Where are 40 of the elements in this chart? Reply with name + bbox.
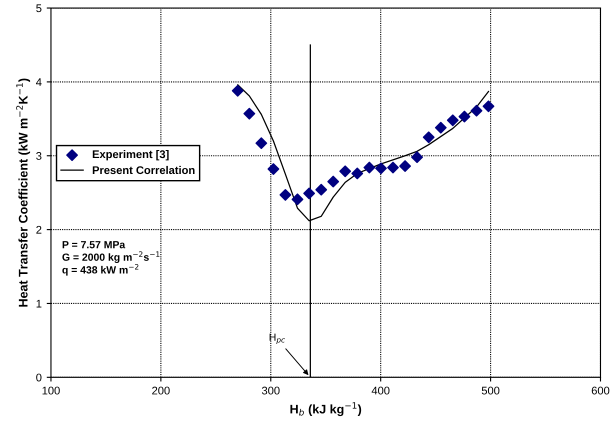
x-tick-label: 500	[482, 386, 500, 395]
point	[399, 160, 411, 172]
y-tick-label: 5	[36, 4, 42, 12]
y-tick-label: 4	[36, 78, 42, 86]
point	[232, 84, 244, 97]
point	[327, 176, 340, 188]
point	[243, 108, 256, 120]
point	[446, 114, 459, 126]
point	[363, 162, 376, 174]
point	[422, 131, 435, 144]
point	[339, 165, 352, 178]
point	[268, 163, 280, 175]
point	[303, 188, 316, 200]
y-tick-label: 1	[36, 300, 42, 308]
x-tick-label: 100	[42, 386, 60, 395]
point	[280, 189, 292, 201]
legend-label: Present Correlation	[92, 166, 194, 174]
y-tick-label: 0	[36, 374, 42, 382]
x-tick-label: 300	[262, 386, 280, 395]
x-tick-label: 400	[372, 386, 390, 395]
y-axis-title: Heat Transfer Coefficient (kW m$^{−2}$K$^{−1}$)	[16, 78, 30, 307]
point	[292, 193, 304, 206]
y-tick-label: 2	[36, 226, 42, 234]
point	[434, 122, 447, 134]
legend-label: Experiment [3]	[92, 150, 169, 160]
annotation: H$_{pc}$	[270, 334, 285, 344]
point	[458, 110, 470, 122]
point	[482, 100, 494, 112]
y-tick-label: 3	[36, 152, 42, 160]
point	[375, 162, 387, 174]
point	[351, 168, 364, 180]
x-tick-label: 600	[592, 386, 610, 395]
point	[387, 162, 399, 174]
point	[255, 137, 268, 150]
x-tick-label: 200	[152, 386, 170, 395]
point	[470, 104, 482, 117]
text: P = 7.57 MPa G = 2000 kg m$^{−2}$s$^{−1}$ q = 438 kW m$^{−2}$	[62, 241, 160, 276]
point	[411, 151, 423, 164]
x-axis-title: H$_{b}$ (kJ kg$^{−1}$)	[290, 402, 362, 416]
point	[315, 184, 328, 196]
